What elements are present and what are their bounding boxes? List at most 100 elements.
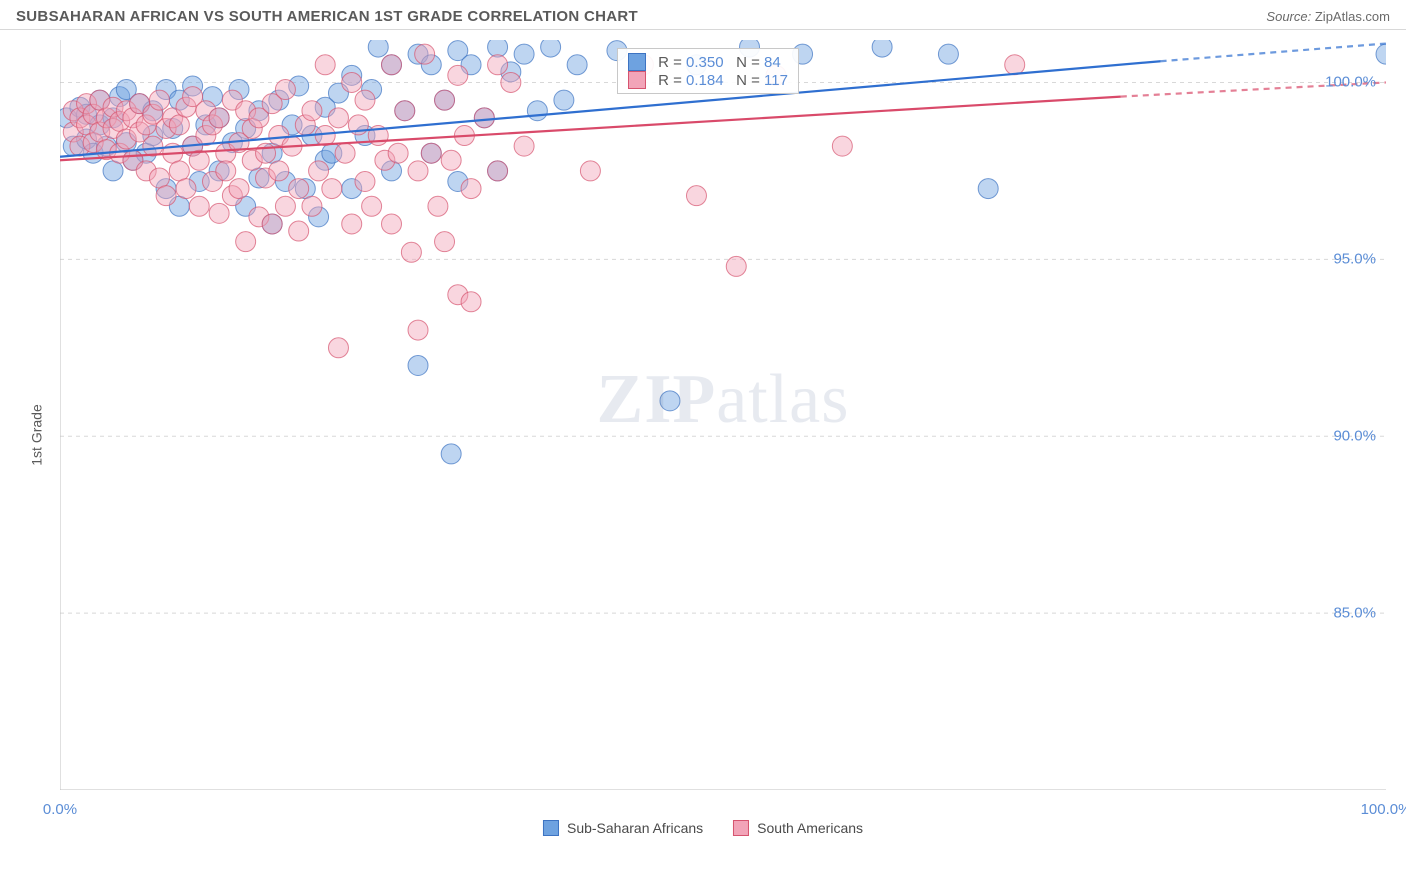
y-axis-label: 1st Grade xyxy=(29,404,45,465)
stats-row: R = 0.350 N = 84 xyxy=(628,53,788,71)
data-point xyxy=(382,55,402,75)
legend-label: South Americans xyxy=(757,820,863,836)
data-point xyxy=(149,90,169,110)
data-point xyxy=(342,72,362,92)
data-point xyxy=(269,161,289,181)
data-point xyxy=(256,143,276,163)
data-point xyxy=(660,391,680,411)
regression-line-extrapolated xyxy=(1161,44,1386,62)
x-tick-label: 100.0% xyxy=(1361,801,1406,818)
data-point xyxy=(428,196,448,216)
legend-swatch xyxy=(733,820,749,836)
data-point xyxy=(421,143,441,163)
y-tick-label: 90.0% xyxy=(1333,428,1376,445)
y-tick-label: 95.0% xyxy=(1333,251,1376,268)
chart-header: SUBSAHARAN AFRICAN VS SOUTH AMERICAN 1ST… xyxy=(0,0,1406,30)
data-point xyxy=(322,179,342,199)
data-point xyxy=(408,320,428,340)
data-point xyxy=(514,136,534,156)
data-point xyxy=(328,108,348,128)
data-point xyxy=(567,55,587,75)
data-point xyxy=(229,179,249,199)
data-point xyxy=(342,214,362,234)
legend-label: Sub-Saharan Africans xyxy=(567,820,703,836)
series-sub-saharan-africans xyxy=(60,40,1386,464)
chart-title: SUBSAHARAN AFRICAN VS SOUTH AMERICAN 1ST… xyxy=(16,8,638,25)
data-point xyxy=(514,44,534,64)
data-point xyxy=(408,161,428,181)
x-tick-label: 0.0% xyxy=(43,801,77,818)
data-point xyxy=(275,80,295,100)
data-point xyxy=(368,40,388,57)
data-point xyxy=(169,161,189,181)
data-point xyxy=(488,161,508,181)
source-value: ZipAtlas.com xyxy=(1315,9,1390,24)
data-point xyxy=(554,90,574,110)
data-point xyxy=(872,40,892,57)
data-point xyxy=(328,338,348,358)
data-point xyxy=(362,196,382,216)
data-point xyxy=(189,196,209,216)
data-point xyxy=(474,108,494,128)
data-point xyxy=(832,136,852,156)
data-point xyxy=(149,168,169,188)
data-point xyxy=(302,196,322,216)
data-point xyxy=(686,186,706,206)
series-swatch xyxy=(628,53,646,71)
stats-row: R = 0.184 N = 117 xyxy=(628,71,788,89)
data-point xyxy=(309,161,329,181)
data-point xyxy=(262,214,282,234)
data-point xyxy=(355,90,375,110)
data-point xyxy=(441,444,461,464)
data-point xyxy=(461,292,481,312)
data-point xyxy=(488,55,508,75)
data-point xyxy=(103,161,123,181)
data-point xyxy=(289,179,309,199)
source-attribution: Source: ZipAtlas.com xyxy=(1266,9,1390,24)
data-point xyxy=(176,179,196,199)
data-point xyxy=(461,179,481,199)
data-point xyxy=(315,55,335,75)
y-tick-label: 100.0% xyxy=(1325,74,1376,91)
data-point xyxy=(435,232,455,252)
data-point xyxy=(978,179,998,199)
data-point xyxy=(216,161,236,181)
data-point xyxy=(1376,44,1386,64)
data-point xyxy=(441,150,461,170)
legend-bottom: Sub-Saharan Africans South Americans xyxy=(543,820,863,836)
source-label: Source: xyxy=(1266,9,1311,24)
legend-item: South Americans xyxy=(733,820,863,836)
data-point xyxy=(335,143,355,163)
data-point xyxy=(415,44,435,64)
data-point xyxy=(302,101,322,121)
data-point xyxy=(143,136,163,156)
data-point xyxy=(938,44,958,64)
data-point xyxy=(156,186,176,206)
data-point xyxy=(435,90,455,110)
data-point xyxy=(355,172,375,192)
data-point xyxy=(401,242,421,262)
data-point xyxy=(541,40,561,57)
data-point xyxy=(382,214,402,234)
chart-svg xyxy=(60,40,1386,790)
data-point xyxy=(209,203,229,223)
data-point xyxy=(169,115,189,135)
stats-legend-box: R = 0.350 N = 84 R = 0.184 N = 117 xyxy=(617,48,799,94)
data-point xyxy=(448,65,468,85)
y-tick-label: 85.0% xyxy=(1333,605,1376,622)
data-point xyxy=(315,126,335,146)
data-point xyxy=(726,256,746,276)
plot-region: ZIPatlas R = 0.350 N = 84 R = 0.184 N = … xyxy=(60,40,1386,790)
series-swatch xyxy=(628,71,646,89)
data-point xyxy=(209,108,229,128)
legend-swatch xyxy=(543,820,559,836)
data-point xyxy=(236,232,256,252)
data-point xyxy=(408,355,428,375)
chart-area: 1st Grade ZIPatlas R = 0.350 N = 84 R = … xyxy=(0,30,1406,840)
data-point xyxy=(527,101,547,121)
regression-line xyxy=(60,61,1161,157)
legend-item: Sub-Saharan Africans xyxy=(543,820,703,836)
data-point xyxy=(580,161,600,181)
data-point xyxy=(388,143,408,163)
data-point xyxy=(395,101,415,121)
